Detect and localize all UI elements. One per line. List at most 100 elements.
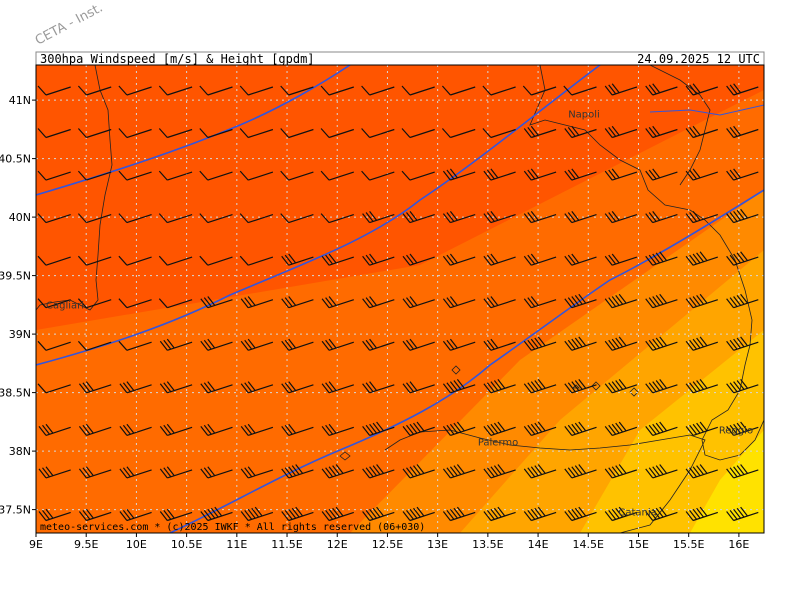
- wind-barb-stroke: [159, 466, 193, 479]
- header-bar: 300hpa Windspeed [m/s] & Height [gpdm] 2…: [35, 51, 765, 66]
- wind-barb: [726, 506, 759, 522]
- wind-barb: [159, 338, 193, 351]
- wind-barb: [401, 128, 435, 139]
- y-axis: 41N 40.5N 40N 39.5N 39N 38.5N 38N 37.5N: [0, 94, 36, 517]
- wind-barb-stroke: [402, 464, 435, 479]
- x-tick-label: 9.5E: [74, 538, 98, 551]
- wind-barb-stroke: [320, 213, 354, 224]
- wind-barb-stroke: [78, 508, 112, 522]
- wind-barb: [523, 168, 557, 181]
- wind-barb-stroke: [118, 85, 152, 96]
- wind-barb-stroke: [158, 213, 193, 224]
- wind-barb: [726, 464, 759, 479]
- wind-barb: [726, 379, 759, 394]
- wind-barb-stroke: [199, 170, 233, 181]
- wind-barb-stroke: [604, 506, 638, 522]
- wind-barb: [38, 423, 71, 436]
- wind-barb-stroke: [482, 85, 516, 96]
- wind-barb-stroke: [240, 423, 274, 436]
- wind-barb-stroke: [38, 508, 71, 522]
- wind-barb-stroke: [402, 506, 435, 522]
- height-contour-2: [36, 65, 601, 366]
- wind-barb: [118, 340, 152, 351]
- wind-barb-stroke: [281, 338, 314, 351]
- city-label: Napoli: [568, 110, 600, 121]
- wind-barb-stroke: [159, 338, 193, 351]
- italy-inner-coast: [649, 65, 711, 186]
- wind-barb: [281, 381, 314, 394]
- islands-aeolian: [572, 381, 639, 397]
- wind-barb: [119, 466, 152, 479]
- wind-barb-stroke: [645, 379, 678, 394]
- x-axis: 9E 9.5E 10E 10.5E 11E 11.5E 12E 12.5E 13E 13.5E 14…: [29, 533, 749, 551]
- wind-barb-stroke: [77, 85, 112, 96]
- map-plot-area: Napoli Cagliari Palermo Reggio Catania: [36, 65, 764, 533]
- wind-barb-stroke: [604, 464, 638, 479]
- y-tick-label: 40.5N: [0, 153, 31, 166]
- wind-barb: [77, 340, 112, 351]
- wind-barb-stroke: [564, 464, 597, 479]
- wind-barb: [37, 85, 71, 96]
- wind-barb-stroke: [239, 255, 274, 266]
- wind-barb-stroke: [240, 466, 274, 479]
- wind-barb-stroke: [483, 379, 516, 394]
- wind-barb: [402, 338, 435, 351]
- wind-barb: [685, 125, 718, 139]
- wind-barb-stroke: [280, 128, 314, 139]
- wind-barb-stroke: [442, 421, 476, 436]
- wind-barb-stroke: [199, 128, 233, 139]
- wind-barb: [362, 211, 395, 224]
- wind-barb: [564, 211, 597, 224]
- wind-barb: [726, 168, 759, 181]
- wind-barb-stroke: [361, 170, 395, 181]
- footer-credit: meteo-services.com * (c)2025 IWKF * All …: [40, 522, 425, 533]
- wind-barb: [320, 128, 354, 139]
- wind-barb-stroke: [726, 208, 759, 224]
- wind-barb: [362, 464, 395, 479]
- wind-barb: [564, 421, 597, 436]
- wind-barb: [402, 296, 435, 309]
- wind-barb: [685, 421, 718, 436]
- wind-barb: [240, 381, 274, 394]
- wind-barb-stroke: [685, 168, 718, 181]
- wind-barb-stroke: [483, 211, 516, 224]
- wind-barb: [604, 379, 638, 394]
- x-tick-label: 11E: [226, 538, 247, 551]
- wind-barb: [401, 85, 435, 96]
- wind-barb-stroke: [240, 338, 274, 351]
- wind-barb: [77, 298, 112, 309]
- wind-barb-stroke: [199, 85, 233, 96]
- wind-barb-stroke: [281, 253, 314, 266]
- wind-barb-stroke: [726, 421, 759, 436]
- wind-barb: [726, 336, 759, 351]
- wind-barb-stroke: [442, 379, 476, 394]
- wind-barb: [604, 421, 638, 436]
- wind-barb: [200, 296, 233, 309]
- wind-barb: [604, 211, 638, 224]
- sardinia-coast: [36, 65, 113, 311]
- map-title: 300hpa Windspeed [m/s] & Height [gpdm]: [40, 52, 315, 66]
- wind-barb: [564, 168, 597, 181]
- wind-barb-stroke: [361, 85, 395, 96]
- wind-barb: [77, 170, 112, 181]
- wind-barb-stroke: [239, 213, 274, 224]
- wind-barb: [78, 381, 112, 394]
- wind-barb-stroke: [118, 255, 152, 266]
- wind-barb: [604, 464, 638, 479]
- wind-barb: [564, 293, 597, 309]
- wind-barb: [320, 170, 354, 181]
- wind-barb-stroke: [523, 168, 557, 181]
- wind-barb: [483, 464, 516, 479]
- wind-barb-stroke: [119, 423, 152, 436]
- wind-barb: [442, 296, 476, 309]
- wind-barb-stroke: [523, 336, 557, 351]
- wind-barb-stroke: [321, 464, 354, 479]
- wind-barb-stroke: [280, 213, 314, 224]
- wind-barb: [483, 296, 516, 309]
- wind-barb: [442, 421, 476, 436]
- wind-barb: [37, 213, 71, 224]
- wind-barb-stroke: [118, 340, 152, 351]
- wind-barb-stroke: [442, 506, 476, 522]
- wind-barb-stroke: [402, 421, 435, 436]
- wind-barb: [158, 213, 193, 224]
